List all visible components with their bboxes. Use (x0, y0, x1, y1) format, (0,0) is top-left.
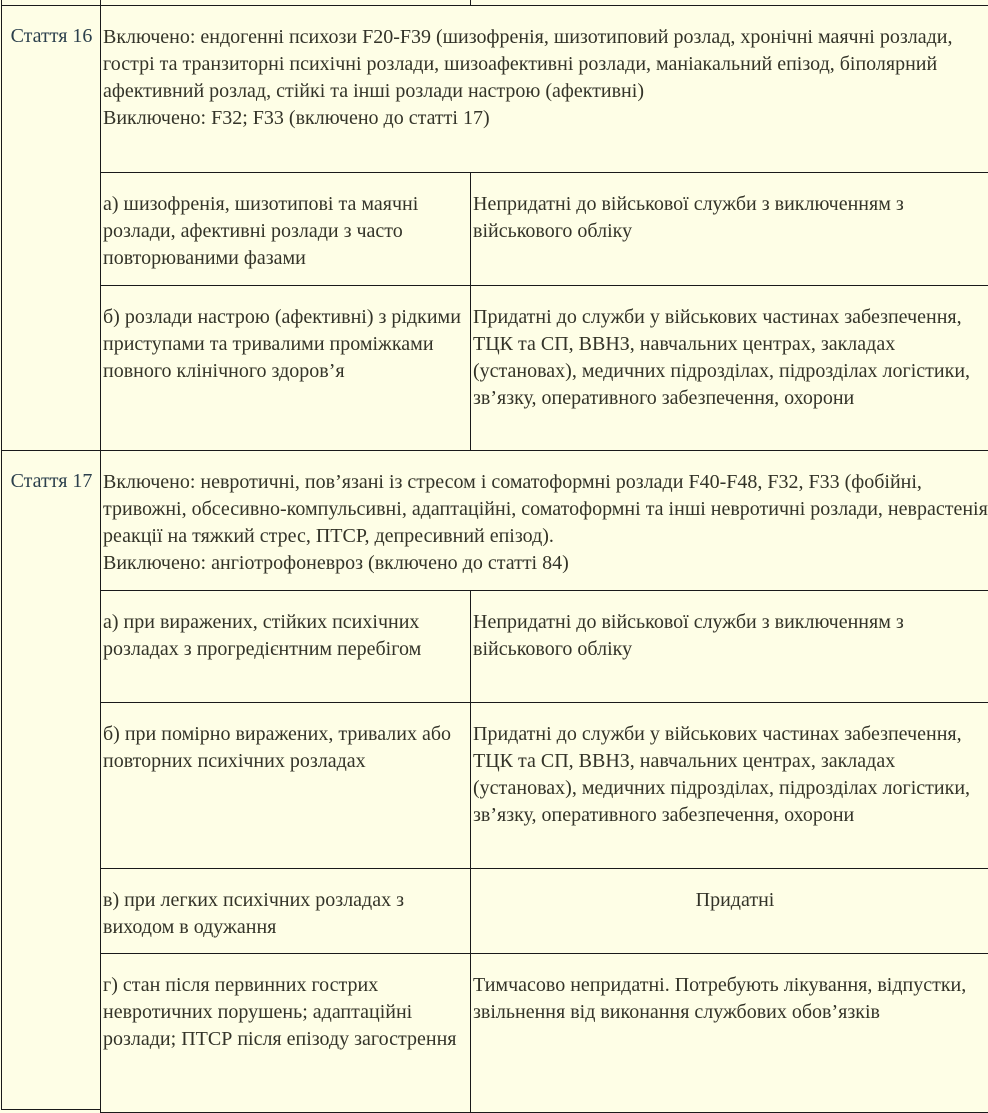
article-17-included: Включено: невротичні, пов’язані із стрес… (103, 471, 988, 547)
article-17-header: Включено: невротичні, пов’язані із стрес… (100, 450, 988, 592)
article-17-row-b-condition: б) при помірно виражених, тривалих або п… (100, 702, 472, 870)
article-17-row-c-condition: в) при легких психічних розладах з виход… (100, 868, 472, 955)
article-17-row-d-condition: г) стан після первинних гострих невротич… (100, 953, 472, 1113)
article-16-row-b-verdict: Придатні до служби у військових частинах… (470, 285, 988, 452)
article-16-excluded: Виключено: F32; F33 (включено до статті … (103, 107, 490, 129)
article-16-row-a-verdict: Непридатні до військової служби з виключ… (470, 172, 988, 287)
article-16-included: Включено: ендогенні психози F20-F39 (шиз… (103, 26, 953, 102)
article-17-row-a-condition: а) при виражених, стійких психічних розл… (100, 590, 472, 704)
article-17-label: Стаття 17 (1, 450, 102, 1110)
article-16-header: Включено: ендогенні психози F20-F39 (шиз… (100, 5, 988, 174)
article-16-row-a-condition: а) шизофренія, шизотипові та маячні розл… (100, 172, 472, 287)
article-16-label: Стаття 16 (1, 5, 102, 452)
article-17-row-a-verdict: Непридатні до військової служби з виключ… (470, 590, 988, 704)
article-17-row-c-verdict: Придатні (470, 868, 988, 955)
article-17-row-d-verdict: Тимчасово непридатні. Потребують лікуван… (470, 953, 988, 1113)
article-16-row-b-condition: б) розлади настрою (афективні) з рідкими… (100, 285, 472, 452)
article-17-row-b-verdict: Придатні до служби у військових частинах… (470, 702, 988, 870)
article-17-excluded: Виключено: ангіотрофоневроз (включено до… (103, 552, 569, 574)
